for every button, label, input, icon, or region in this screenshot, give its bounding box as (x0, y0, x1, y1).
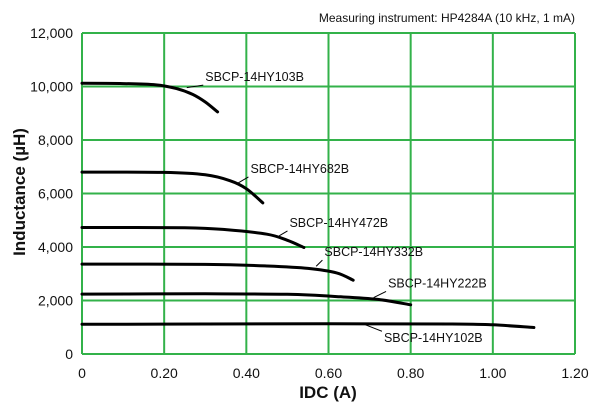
series-label-leaders (186, 84, 387, 332)
measurement-annotation: Measuring instrument: HP4284A (10 kHz, 1… (319, 11, 575, 25)
series-label: SBCP-14HY102B (384, 331, 483, 345)
y-tick-label: 4,000 (38, 239, 73, 255)
series-line (80, 225, 306, 249)
series-line (80, 170, 265, 205)
series-labels: SBCP-14HY103B SBCP-14HY682B SBCP-14HY472B S… (205, 70, 486, 345)
x-tick-label: 1.00 (479, 365, 506, 381)
series-line (80, 292, 413, 307)
series-label: SBCP-14HY103B (205, 70, 304, 84)
y-axis-title: Inductance (µH) (10, 128, 29, 256)
series-label: SBCP-14HY222B (388, 276, 487, 290)
series-label-leader (186, 84, 204, 89)
y-tick-label: 10,000 (30, 79, 73, 95)
y-tick-label: 8,000 (38, 132, 73, 148)
y-tick-labels: 0 2,000 4,000 6,000 8,000 10,000 12,000 (30, 25, 73, 362)
series-line (80, 81, 220, 114)
series-label: SBCP-14HY472B (289, 216, 388, 230)
y-tick-label: 2,000 (38, 293, 73, 309)
series-label-leader (278, 230, 288, 237)
series-label: SBCP-14HY682B (250, 162, 349, 176)
x-tick-label: 0.40 (233, 365, 260, 381)
series-line (80, 322, 536, 329)
y-tick-label: 12,000 (30, 25, 73, 41)
y-tick-label: 0 (65, 346, 73, 362)
x-tick-label: 0.80 (397, 365, 424, 381)
series-lines (80, 81, 536, 329)
x-axis-title: IDC (A) (299, 383, 357, 402)
x-tick-label: 0.20 (151, 365, 178, 381)
y-tick-label: 6,000 (38, 186, 73, 202)
x-tick-labels: 0 0.20 0.40 0.60 0.80 1.00 1.20 (78, 365, 589, 381)
series-label-leader (235, 176, 249, 185)
x-tick-label: 1.20 (561, 365, 588, 381)
series-label-leader (365, 324, 383, 332)
x-tick-label: 0.60 (315, 365, 342, 381)
grid (81, 32, 576, 355)
series-line (80, 262, 355, 282)
series-label-leader (373, 290, 387, 299)
x-tick-label: 0 (78, 365, 86, 381)
series-label: SBCP-14HY332B (324, 245, 423, 259)
series-label-leader (315, 259, 323, 267)
